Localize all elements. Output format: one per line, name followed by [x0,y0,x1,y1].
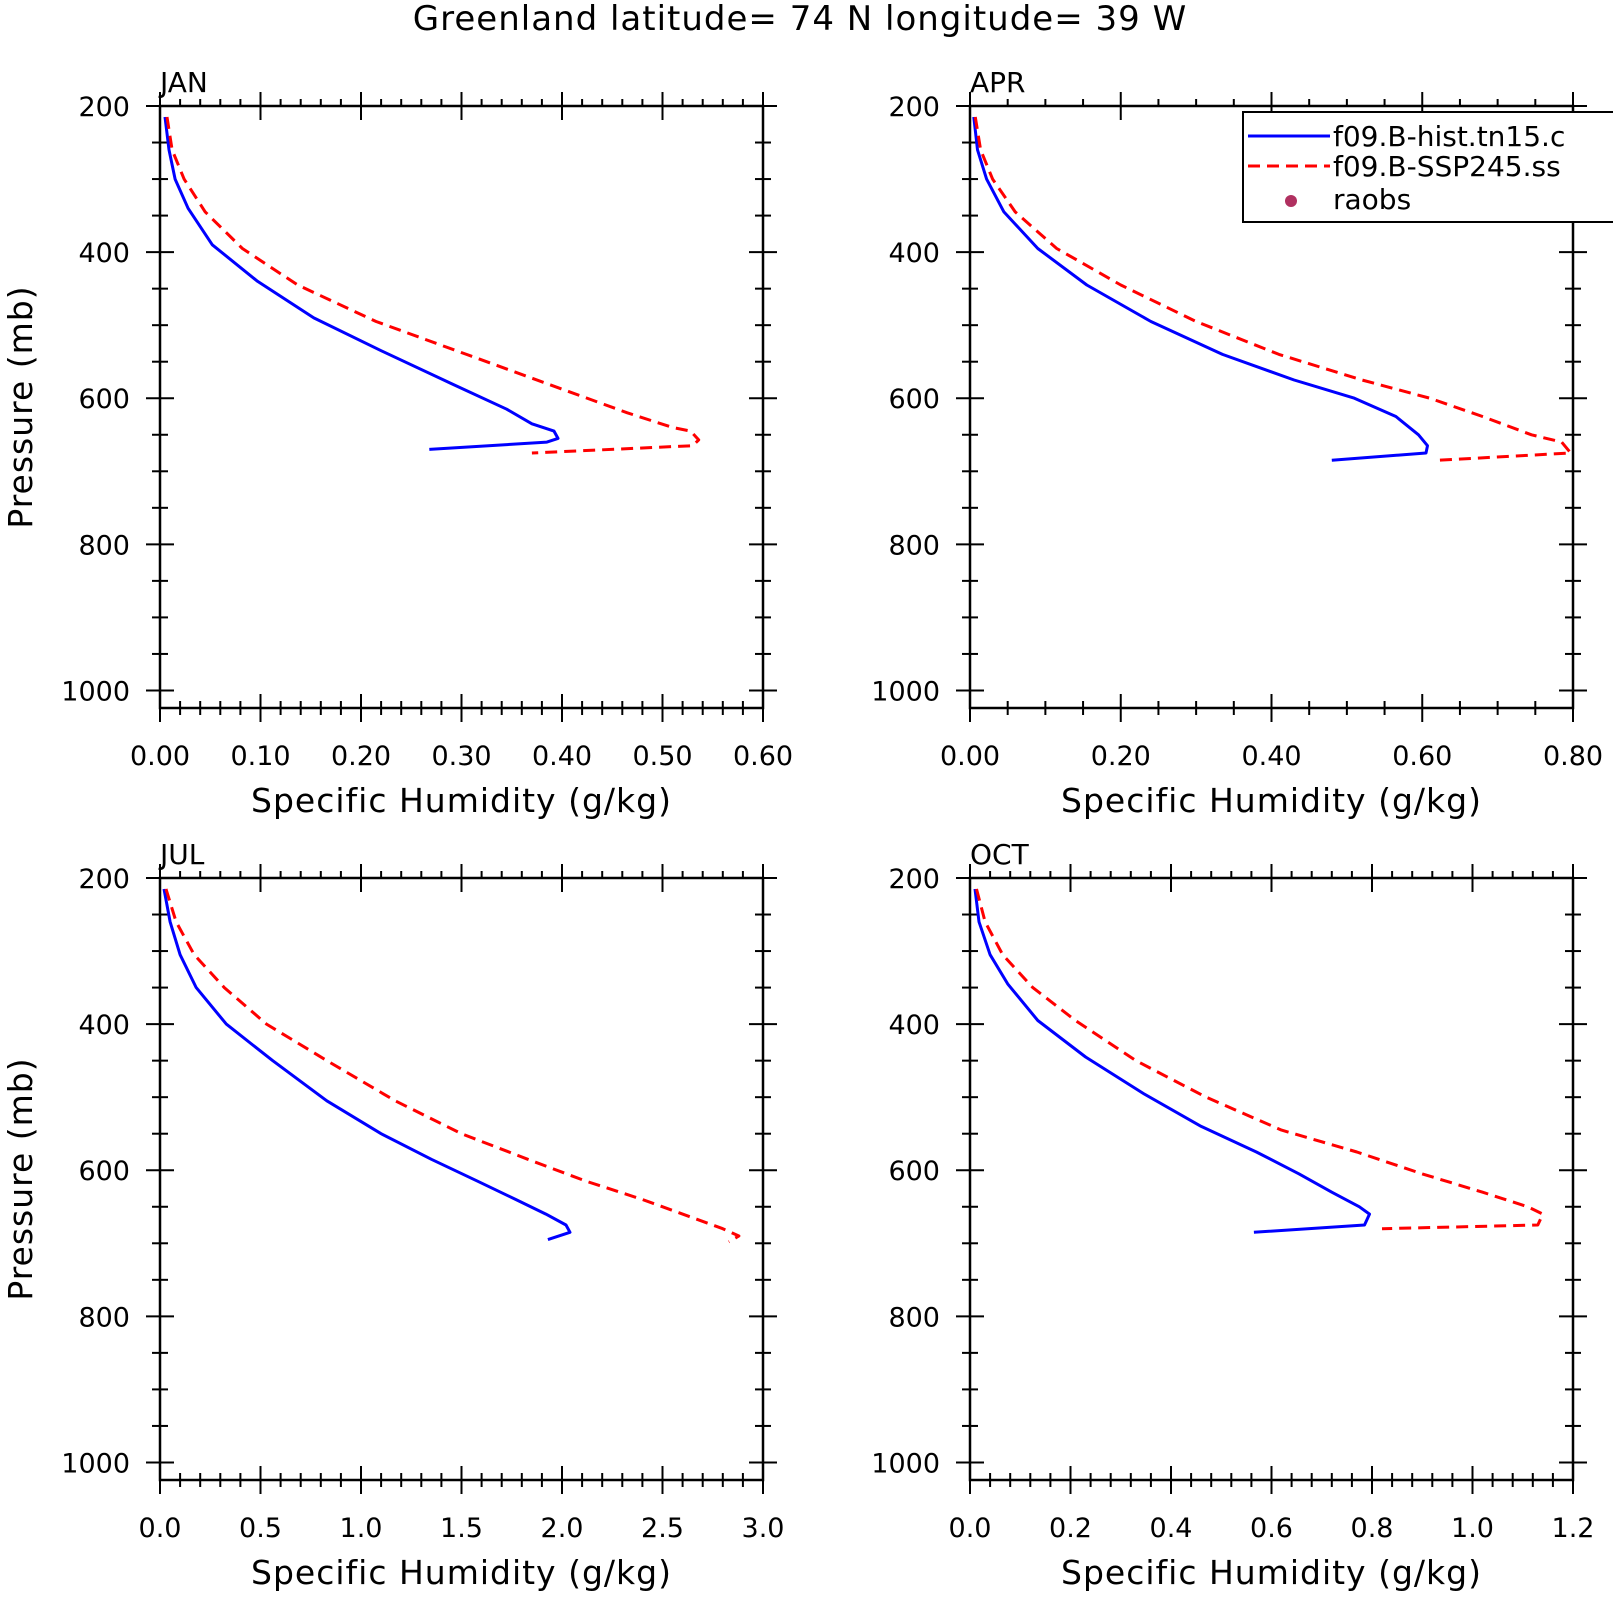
x-tick-label: 0.40 [1241,741,1301,772]
y-axis-label: Pressure (mb) [1,285,40,528]
x-tick-label: 3.0 [742,1513,785,1544]
x-tick-label: 0.80 [1543,741,1603,772]
y-tick-label: 800 [78,530,130,561]
panel-title: APR [970,66,1026,99]
x-tick-label: 0.10 [230,741,290,772]
panel-title: JAN [158,66,208,99]
y-tick-label: 1000 [871,1448,940,1479]
x-tick-label: 1.5 [440,1513,483,1544]
series-line-ssp [165,116,701,455]
x-tick-label: 0.60 [733,741,793,772]
y-tick-label: 600 [888,1156,940,1187]
x-tick-label: 0.50 [632,741,692,772]
y-tick-label: 800 [78,1302,130,1333]
series-line-hist [973,888,1371,1234]
legend-label: f09.B-hist.tn15.c [1333,120,1565,153]
y-tick-label: 400 [888,1010,940,1041]
y-tick-label: 1000 [871,676,940,707]
plot-frame [158,876,765,1482]
x-tick-label: 0.8 [1351,1513,1394,1544]
x-tick-label: 1.0 [1451,1513,1494,1544]
x-tick-label: 0.0 [949,1513,992,1544]
x-tick-label: 0.30 [431,741,491,772]
x-tick-label: 0.00 [130,741,190,772]
y-tick-label: 200 [78,864,130,895]
x-tick-label: 2.0 [541,1513,584,1544]
x-axis-label: Specific Humidity (g/kg) [1061,781,1482,820]
panel-title: JUL [158,838,205,871]
figure-title: Greenland latitude= 74 N longitude= 39 W [413,0,1187,39]
x-tick-label: 0.20 [331,741,391,772]
y-tick-label: 200 [78,92,130,123]
x-tick-label: 0.5 [239,1513,282,1544]
plot-frame [158,104,765,710]
panel-jul: JUL 200 400 600 800 1000 0.0 0.5 1.0 1.5 2.0 2.5 3.0… [1,838,784,1592]
x-tick-label: 0.20 [1091,741,1151,772]
y-tick-label: 800 [888,530,940,561]
x-tick-label: 1.0 [340,1513,383,1544]
x-tick-label: 0.00 [940,741,1000,772]
legend-box [1242,111,1613,223]
series-line-ssp [975,888,1545,1231]
y-tick-label: 600 [78,1156,130,1187]
y-tick-label: 400 [888,238,940,269]
x-tick-label: 0.6 [1250,1513,1293,1544]
panel-title: OCT [970,838,1030,871]
legend-label: f09.B-SSP245.ss [1333,150,1561,183]
y-tick-label: 800 [888,1302,940,1333]
x-tick-label: 0.0 [139,1513,182,1544]
panel-jan: JAN 200 400 600 800 1000 0.00 0.10 0.20 0.30 0.40 0… [1,66,793,820]
series-line-hist [162,888,572,1242]
series-line-ssp [973,116,1573,462]
x-axis-label: Specific Humidity (g/kg) [251,1553,672,1592]
x-tick-label: 0.40 [532,741,592,772]
legend-label: raobs [1333,183,1411,216]
x-tick-label: 2.5 [641,1513,684,1544]
y-axis-label: Pressure (mb) [1,1057,40,1300]
y-tick-label: 200 [888,864,940,895]
y-tick-label: 600 [888,384,940,415]
y-tick-label: 1000 [61,676,130,707]
y-tick-label: 1000 [61,1448,130,1479]
panel-apr: APR 200 400 600 800 1000 0.00 0.20 0.40 0.60 0.80 S… [871,66,1603,820]
series-line-ssp [164,888,741,1244]
x-axis-label: Specific Humidity (g/kg) [251,781,672,820]
y-tick-label: 400 [78,1010,130,1041]
y-tick-label: 600 [78,384,130,415]
x-axis-label: Specific Humidity (g/kg) [1061,1553,1482,1592]
legend-marker [1285,195,1297,207]
x-tick-label: 0.2 [1049,1513,1092,1544]
x-tick-label: 1.2 [1552,1513,1595,1544]
plot-frame [968,876,1575,1482]
x-tick-label: 0.60 [1392,741,1452,772]
series-line-hist [972,116,1429,462]
y-tick-label: 400 [78,238,130,269]
panel-oct: OCT 200 400 600 800 1000 0.0 0.2 0.4 0.6 0.8 1.0 1.2… [871,838,1594,1592]
x-tick-label: 0.4 [1150,1513,1193,1544]
y-tick-label: 200 [888,92,940,123]
series-line-hist [163,116,560,451]
